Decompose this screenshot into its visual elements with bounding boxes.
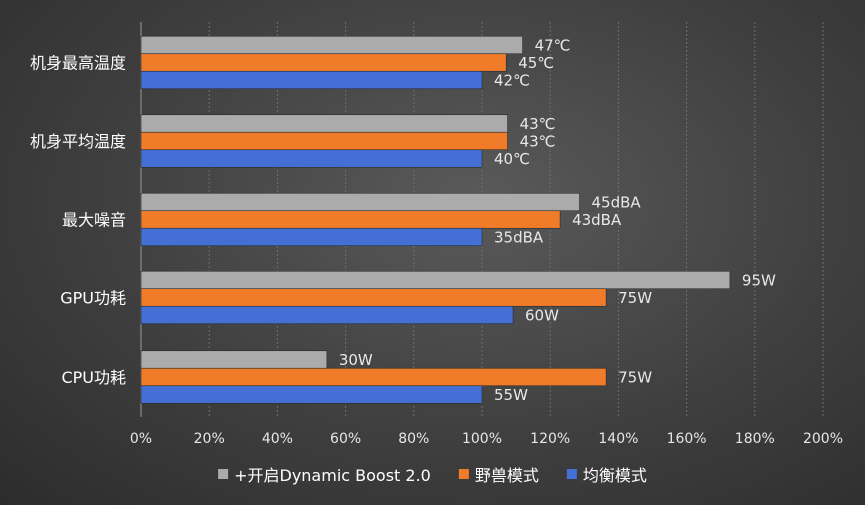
data-label: 45dBA — [592, 194, 642, 212]
bars — [140, 35, 731, 404]
data-label: 42℃ — [494, 72, 530, 90]
data-label: 45℃ — [518, 54, 554, 72]
bar — [140, 227, 483, 247]
legend-label: +开启Dynamic Boost 2.0 — [234, 466, 431, 485]
bar — [140, 270, 731, 290]
bar — [140, 385, 483, 404]
data-label: 40℃ — [494, 150, 530, 168]
x-tick-label: 100% — [462, 431, 502, 447]
legend-swatch — [566, 469, 577, 479]
bar — [140, 288, 607, 307]
data-label: 75W — [618, 289, 652, 307]
bar — [140, 210, 561, 229]
category-label: GPU功耗 — [60, 289, 126, 308]
bar — [140, 35, 523, 55]
x-tick-label: 160% — [667, 431, 707, 447]
category-label: 最大噪音 — [62, 211, 126, 230]
data-label: 35dBA — [494, 229, 544, 247]
bar — [140, 305, 514, 325]
x-tick-label: 40% — [262, 431, 293, 447]
legend-label: 均衡模式 — [583, 466, 647, 485]
x-tick-label: 140% — [598, 431, 638, 447]
bar — [140, 149, 483, 168]
data-labels: 47℃ 43℃ 45dBA 95W 30W 45℃ 43℃ 43dBA 75W 75W 42℃ 40℃… — [339, 37, 776, 405]
data-label: 75W — [618, 369, 652, 387]
category-label: CPU功耗 — [61, 368, 126, 387]
data-label: 55W — [494, 386, 528, 404]
legend: +开启Dynamic Boost 2.0 野兽模式 均衡模式 — [218, 466, 647, 485]
bar — [140, 367, 607, 387]
legend-swatch — [218, 469, 229, 479]
x-tick-label: 200% — [803, 431, 843, 447]
data-label: 30W — [339, 351, 373, 369]
bar — [140, 131, 508, 151]
x-tick-label: 120% — [530, 431, 570, 447]
x-tick-label: 20% — [194, 431, 225, 447]
x-tick-labels: 0% 20% 40% 60% 80% 100% 120% 140% 160% 180% 200% — [130, 431, 843, 447]
x-tick-label: 0% — [130, 431, 152, 447]
x-tick-label: 80% — [398, 431, 429, 447]
x-tick-label: 60% — [330, 431, 361, 447]
bar — [140, 114, 508, 133]
legend-label: 野兽模式 — [475, 466, 539, 485]
data-label: 60W — [525, 307, 559, 325]
bar — [140, 53, 507, 72]
data-label: 43℃ — [520, 133, 556, 151]
x-tick-label: 180% — [735, 431, 775, 447]
data-label: 47℃ — [535, 37, 571, 55]
legend-swatch — [458, 469, 469, 479]
bar — [140, 70, 483, 90]
bar — [140, 192, 580, 212]
bar — [140, 350, 328, 369]
data-label: 43℃ — [520, 115, 556, 133]
data-label: 95W — [742, 272, 776, 290]
category-label: 机身平均温度 — [30, 132, 126, 151]
data-label: 43dBA — [572, 211, 622, 229]
category-label: 机身最高温度 — [30, 54, 126, 73]
